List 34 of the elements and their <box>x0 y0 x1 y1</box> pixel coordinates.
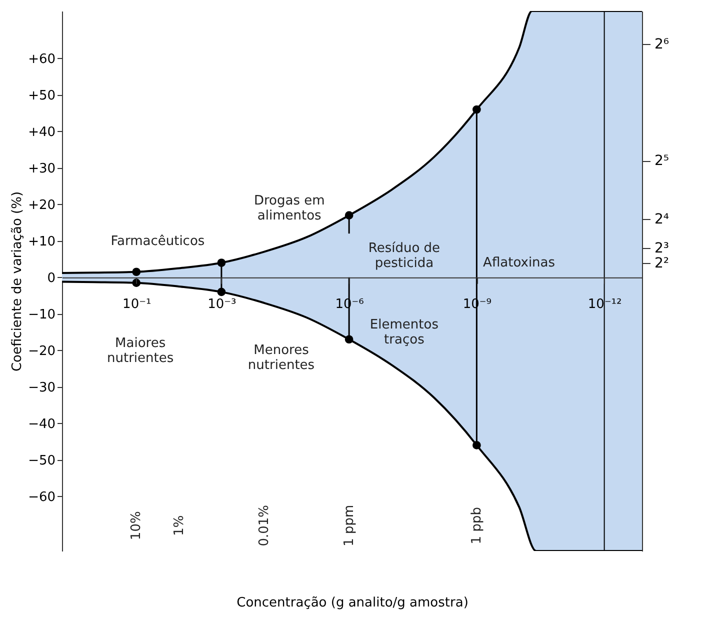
x-tick-label: 10⁻¹ <box>122 296 152 312</box>
annotation: 1 ppb <box>470 507 485 544</box>
annotation: 1% <box>172 515 188 536</box>
annotation: Farmacêuticos <box>110 234 205 250</box>
annotation: Menores nutrientes <box>248 343 315 374</box>
y-tick-label: −50 <box>28 453 56 468</box>
y-tick-label: 0 <box>47 270 56 286</box>
y-tick-label: −10 <box>28 307 56 322</box>
x-tick-label: 10⁻³ <box>208 296 236 312</box>
y-tick-label: −20 <box>28 344 56 359</box>
y-tick-label: +20 <box>28 198 56 213</box>
y2-tick-label: 2³ <box>654 240 670 257</box>
y2-tick-label: 2⁶ <box>654 36 670 52</box>
annotation: Elementos traços <box>370 318 439 348</box>
y2-tick-label: 2⁴ <box>654 211 670 228</box>
y-tick-label: −40 <box>28 416 56 432</box>
y-tick-label: −30 <box>28 380 56 396</box>
y2-tick-label: 2⁵ <box>654 153 670 170</box>
annotation: Aflatoxinas <box>483 256 556 271</box>
y-tick-label: −60 <box>28 490 56 505</box>
annotation: 10% <box>129 511 144 540</box>
annotation: 0.01% <box>256 504 272 546</box>
annotation: Maiores nutrientes <box>106 336 174 366</box>
y-tick-label: +50 <box>28 88 56 104</box>
x-axis-title: Concentração (g analito/g amostra) <box>236 596 468 610</box>
annotation: 1 ppm <box>342 504 358 546</box>
y-tick-label: +60 <box>28 52 56 67</box>
y-tick-label: +30 <box>28 161 56 176</box>
annotation: Drogas em alimentos <box>254 194 325 224</box>
y-axis-title: Coeficiente de variação (%) <box>10 191 26 372</box>
y-tick-label: +40 <box>28 124 56 140</box>
annotation: Resíduo de pesticida <box>368 241 440 272</box>
y2-tick-label: 2² <box>654 255 670 272</box>
y-tick-label: +10 <box>28 234 56 250</box>
